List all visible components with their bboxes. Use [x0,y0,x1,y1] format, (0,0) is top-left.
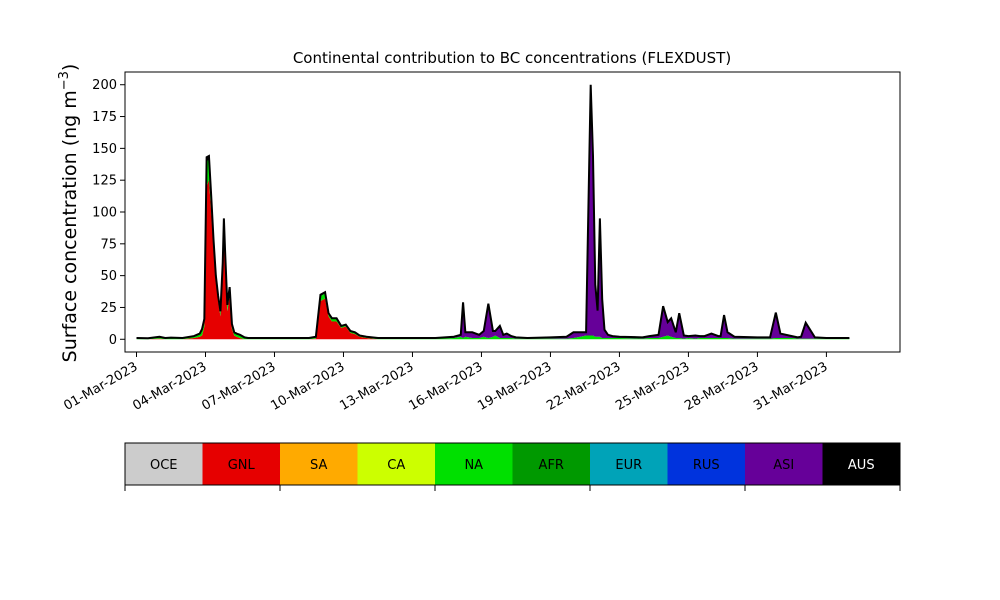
legend-swatch-na [435,443,513,485]
total-outline [136,84,850,340]
x-tick-label: 07-Mar-2023 [199,359,278,413]
legend-swatch-afr [512,443,591,485]
total-line [136,84,850,340]
x-tick-label: 22-Mar-2023 [544,359,623,413]
plot-frame [124,71,901,353]
legend-label-ca: CA [387,458,405,473]
y-tick-label: 200 [92,78,117,93]
area-series-asi [136,87,850,339]
legend-swatch-rus [667,443,746,485]
x-tick-label: 25-Mar-2023 [613,359,692,413]
y-tick-label: 25 [100,301,117,316]
y-tick-label: 125 [92,174,117,189]
legend-swatch-sa [280,443,358,485]
legend-label-na: NA [464,458,483,473]
x-axis: 01-Mar-202304-Mar-202307-Mar-202310-Mar-… [61,352,830,414]
x-tick-label: 16-Mar-2023 [406,359,485,413]
legend-label-oce: OCE [150,458,178,473]
legend-label-asi: ASI [773,458,794,473]
legend: OCE GNL SA CA NA AFR EUR RUS ASI AUS [124,442,901,491]
x-tick-label: 28-Mar-2023 [682,359,761,413]
legend-label-rus: RUS [693,458,720,473]
y-tick-label: 75 [100,237,117,252]
x-tick-label: 19-Mar-2023 [475,359,554,413]
y-tick-label: 150 [92,142,117,157]
legend-swatch-ca [357,443,436,485]
legend-label-eur: EUR [615,458,642,473]
chart-title: Continental contribution to BC concentra… [293,49,731,67]
area-series-na [136,159,850,340]
x-tick-label: 04-Mar-2023 [130,359,209,413]
x-tick-label: 01-Mar-2023 [61,359,140,413]
legend-label-sa: SA [310,458,327,473]
area-series-gnl [136,180,850,340]
legend-swatch-eur [590,443,668,485]
y-tick-label: 0 [109,333,117,348]
x-tick-label: 13-Mar-2023 [337,359,416,413]
legend-label-aus: AUS [848,458,875,473]
legend-frame [124,442,901,486]
legend-swatch-gnl [202,443,281,485]
legend-label-afr: AFR [539,458,564,473]
x-tick-label: 31-Mar-2023 [751,359,830,413]
y-axis: 0 25 50 75 100 125 150 175 200 [92,78,125,348]
legend-swatch-asi [745,443,823,485]
y-axis-label: Surface concentration (ng m−3) [57,64,81,363]
x-tick-label: 10-Mar-2023 [268,359,347,413]
y-tick-label: 100 [92,206,117,221]
y-tick-label: 50 [100,269,117,284]
legend-swatch-aus [822,443,901,485]
area-series-aus [136,84,850,339]
legend-label-gnl: GNL [228,458,256,473]
series-areas [136,84,850,340]
legend-swatch-oce [125,443,203,485]
y-tick-label: 175 [92,110,117,125]
